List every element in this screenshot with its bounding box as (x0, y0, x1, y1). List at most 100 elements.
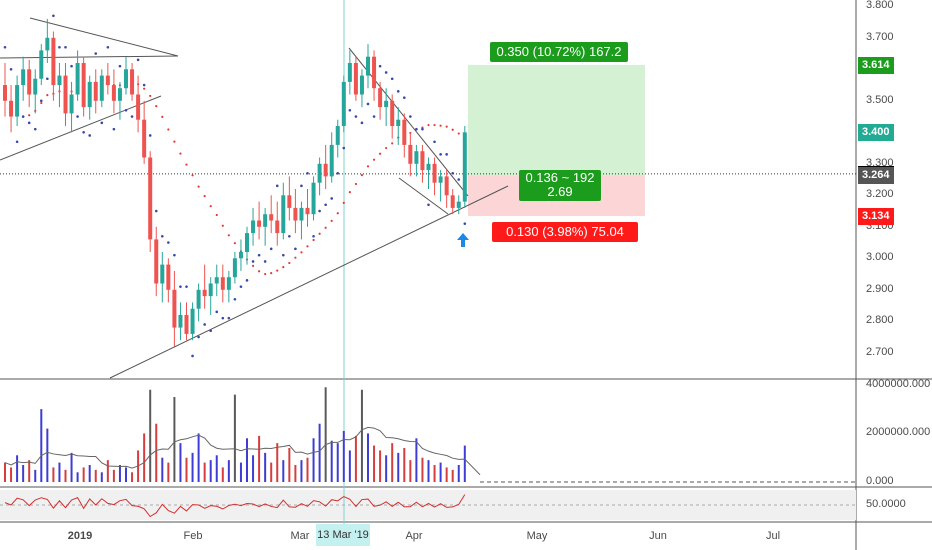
sar-dot (148, 134, 152, 137)
moving-average-dot (439, 124, 442, 127)
candle-body (402, 119, 407, 145)
volume-tick-label: 0.000 (866, 475, 894, 487)
candle-body (450, 195, 455, 208)
sar-dot (409, 115, 412, 118)
sar-dot (15, 140, 19, 144)
moving-average-dot (28, 114, 31, 117)
candle-body (208, 283, 213, 297)
moving-average-dot (427, 123, 430, 127)
sar-dot (378, 64, 382, 68)
target-label: 0.350 (10.72%) 167.2 (490, 42, 628, 62)
sar-dot (161, 234, 164, 238)
moving-average-dot (155, 105, 158, 108)
sar-dot (263, 260, 267, 263)
candle-body (27, 69, 32, 95)
candle-body (444, 176, 449, 196)
moving-average-dot (451, 128, 454, 131)
candle-body (220, 277, 225, 290)
oscillator-tick-label: 50.0000 (866, 498, 906, 510)
ratio-label-line2: 2.69 (547, 184, 573, 199)
candle-body (117, 88, 122, 101)
candle-body (311, 182, 316, 215)
moving-average-dot (354, 182, 357, 186)
sar-dot (100, 121, 104, 125)
price-tag: 3.264 (858, 167, 894, 185)
sar-dot (457, 178, 461, 181)
candle-body (420, 151, 425, 171)
candle-body (184, 315, 189, 334)
sar-dot (294, 247, 297, 251)
sar-dot (142, 83, 146, 87)
sar-dot (209, 329, 212, 333)
sar-dot (191, 354, 194, 358)
sar-dot (439, 153, 442, 156)
candle-body (99, 75, 104, 101)
time-tick-label: May (526, 530, 548, 542)
moving-average-dot (191, 174, 194, 177)
time-tick-label: Mar (290, 530, 310, 542)
candle-body (275, 220, 280, 234)
moving-average-dot (294, 256, 297, 259)
candle-body (372, 56, 377, 89)
time-tick-label: Jul (765, 530, 781, 542)
price-tick-label: 2.700 (866, 345, 894, 358)
candle-body (353, 63, 358, 95)
candle-body (238, 252, 243, 259)
trendline (29, 17, 179, 57)
sar-dot (433, 140, 436, 144)
sar-dot (3, 45, 7, 49)
sar-dot (179, 285, 182, 288)
moving-average-dot (161, 115, 164, 118)
moving-average-dot (251, 264, 255, 267)
moving-average-dot (209, 205, 212, 208)
candle-body (462, 132, 467, 202)
price-tick-label: 3.000 (866, 251, 894, 264)
sar-dot (130, 115, 134, 118)
sar-dot (136, 58, 140, 62)
sar-dot (348, 108, 352, 112)
sar-dot (360, 121, 364, 125)
sar-dot (282, 253, 285, 257)
sar-dot (94, 52, 98, 55)
candle-body (130, 69, 135, 95)
sar-dot (275, 184, 279, 188)
sar-dot (124, 108, 128, 112)
volume-tick-label: 2000000.000 (866, 426, 931, 439)
price-tick-label: 3.700 (866, 30, 894, 43)
sar-dot (203, 323, 206, 326)
moving-average-dot (264, 272, 267, 276)
moving-average-dot (324, 226, 327, 229)
moving-average-dot (312, 238, 315, 242)
candle-body (245, 233, 249, 252)
moving-average-dot (330, 219, 333, 222)
sar-dot (70, 64, 73, 68)
moving-average-dot (348, 191, 351, 194)
candle-body (124, 69, 128, 89)
price-tick-label: 3.800 (866, 0, 894, 12)
candle-body (21, 69, 26, 86)
sar-dot (396, 90, 400, 93)
trendline (398, 177, 449, 215)
price-tag: 3.134 (858, 208, 894, 226)
moving-average-dot (445, 125, 448, 128)
candle-body (172, 289, 177, 328)
candle-body (257, 220, 262, 227)
sar-dot (215, 310, 219, 314)
candle-body (3, 85, 7, 101)
moving-average-dot (391, 142, 394, 145)
candle-body (160, 264, 165, 284)
candle-body (232, 258, 237, 278)
moving-average-dot (288, 261, 291, 265)
sar-dot (445, 153, 448, 156)
sar-dot (318, 209, 321, 213)
candle-body (45, 37, 50, 51)
sar-dot (288, 234, 291, 238)
candle-body (396, 119, 401, 126)
sar-dot (342, 146, 346, 150)
sar-dot (403, 96, 406, 99)
sar-dot (197, 335, 200, 339)
time-tick-label: 2019 (67, 530, 93, 542)
stop-label: 0.130 (3.98%) 75.04 (492, 222, 638, 242)
sar-dot (269, 247, 273, 251)
